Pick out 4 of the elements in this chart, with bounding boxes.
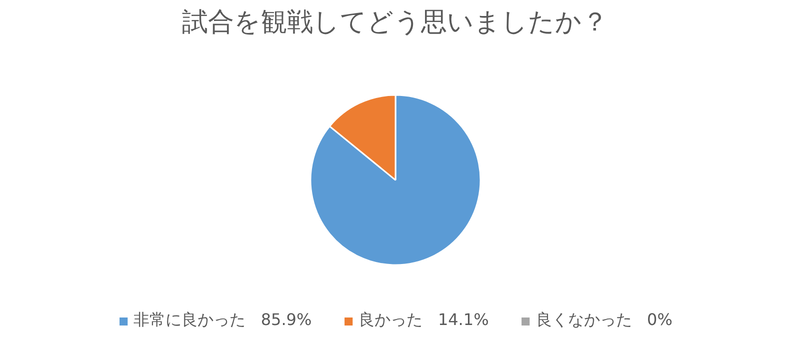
chart-title: 試合を観戦してどう思いましたか？ (182, 8, 608, 38)
legend-label: 良かった 14.1% (358, 310, 489, 331)
legend-label: 良くなかった 0% (536, 310, 672, 331)
legend-label: 非常に良かった 85.9% (134, 310, 312, 331)
